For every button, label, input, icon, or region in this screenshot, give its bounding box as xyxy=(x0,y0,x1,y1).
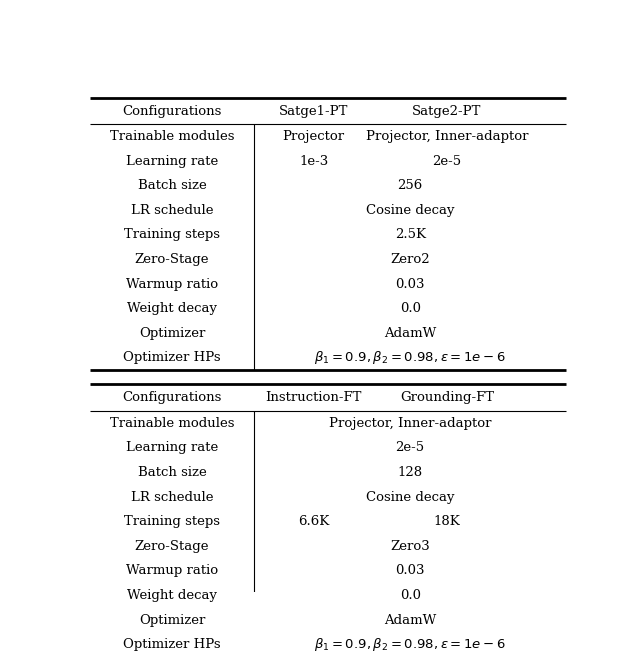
Text: Zero3: Zero3 xyxy=(390,540,430,553)
Text: Optimizer: Optimizer xyxy=(139,614,205,626)
Text: 128: 128 xyxy=(397,466,422,479)
Text: 2.5K: 2.5K xyxy=(395,229,426,241)
Text: Projector: Projector xyxy=(283,130,345,143)
Text: 1e-3: 1e-3 xyxy=(299,155,328,168)
Text: Projector, Inner-adaptor: Projector, Inner-adaptor xyxy=(366,130,528,143)
Text: Zero-Stage: Zero-Stage xyxy=(135,253,209,266)
Text: LR schedule: LR schedule xyxy=(131,491,213,503)
Text: Training steps: Training steps xyxy=(124,229,220,241)
Text: AdamW: AdamW xyxy=(384,327,436,340)
Text: Optimizer: Optimizer xyxy=(139,327,205,340)
Text: 18K: 18K xyxy=(434,515,460,528)
Text: $\beta_1 = 0.9, \beta_2 = 0.98, \epsilon = 1e-6$: $\beta_1 = 0.9, \beta_2 = 0.98, \epsilon… xyxy=(314,636,506,653)
Text: LR schedule: LR schedule xyxy=(131,204,213,217)
Text: Grounding-FT: Grounding-FT xyxy=(400,391,494,404)
Text: 0.03: 0.03 xyxy=(396,565,425,577)
Text: 0.0: 0.0 xyxy=(399,589,420,602)
Text: Satge1-PT: Satge1-PT xyxy=(279,104,348,118)
Text: Weight decay: Weight decay xyxy=(127,589,217,602)
Text: 0.03: 0.03 xyxy=(396,277,425,291)
Text: Projector, Inner-adaptor: Projector, Inner-adaptor xyxy=(329,417,492,430)
Text: Batch size: Batch size xyxy=(138,180,207,192)
Text: 256: 256 xyxy=(397,180,423,192)
Text: Learning rate: Learning rate xyxy=(126,155,218,168)
Text: Training steps: Training steps xyxy=(124,515,220,528)
Text: Trainable modules: Trainable modules xyxy=(110,417,234,430)
Text: Instruction-FT: Instruction-FT xyxy=(266,391,362,404)
Text: $\beta_1 = 0.9, \beta_2 = 0.98, \epsilon = 1e-6$: $\beta_1 = 0.9, \beta_2 = 0.98, \epsilon… xyxy=(314,349,506,366)
Text: Warmup ratio: Warmup ratio xyxy=(126,277,218,291)
Text: Zero2: Zero2 xyxy=(390,253,430,266)
Text: 2e-5: 2e-5 xyxy=(396,442,425,454)
Text: Learning rate: Learning rate xyxy=(126,442,218,454)
Text: Cosine decay: Cosine decay xyxy=(366,491,454,503)
Text: Optimizer HPs: Optimizer HPs xyxy=(124,638,221,651)
Text: 6.6K: 6.6K xyxy=(298,515,330,528)
Text: Warmup ratio: Warmup ratio xyxy=(126,565,218,577)
Text: Zero-Stage: Zero-Stage xyxy=(135,540,209,553)
Text: Cosine decay: Cosine decay xyxy=(366,204,454,217)
Text: Optimizer HPs: Optimizer HPs xyxy=(124,351,221,364)
Text: 0.0: 0.0 xyxy=(399,302,420,315)
Text: Trainable modules: Trainable modules xyxy=(110,130,234,143)
Text: Configurations: Configurations xyxy=(122,104,221,118)
Text: 2e-5: 2e-5 xyxy=(433,155,461,168)
Text: Satge2-PT: Satge2-PT xyxy=(412,104,482,118)
Text: AdamW: AdamW xyxy=(384,614,436,626)
Text: Weight decay: Weight decay xyxy=(127,302,217,315)
Text: Batch size: Batch size xyxy=(138,466,207,479)
Text: Configurations: Configurations xyxy=(122,391,221,404)
